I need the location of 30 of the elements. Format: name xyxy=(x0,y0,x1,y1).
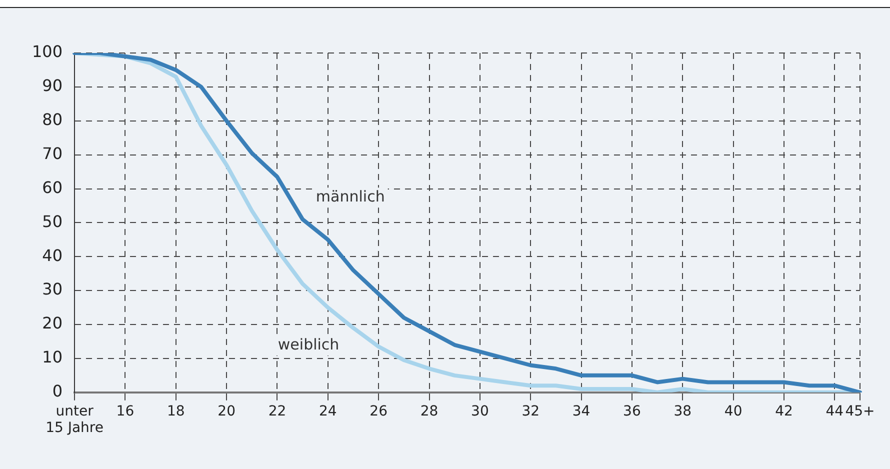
x-tick-label: 34 xyxy=(572,403,590,420)
y-tick-label: 80 xyxy=(42,110,63,130)
y-tick-label: 60 xyxy=(42,178,63,197)
x-tick-label: unter 15 Jahre xyxy=(46,403,104,436)
x-tick-label: 16 xyxy=(116,403,134,420)
x-tick-label: 45+ xyxy=(845,403,875,420)
x-tick-label: 26 xyxy=(370,403,388,420)
x-tick-label: 38 xyxy=(674,403,692,420)
x-tick-label: 36 xyxy=(623,403,641,420)
x-tick-label: 42 xyxy=(775,403,793,420)
y-tick-label: 10 xyxy=(42,348,63,367)
y-tick-label: 50 xyxy=(42,212,63,231)
x-tick-label: 44 xyxy=(826,403,844,420)
x-tick-label: 30 xyxy=(471,403,489,420)
x-tick-label: 18 xyxy=(166,403,185,420)
series-label: männlich xyxy=(316,188,385,206)
y-tick-label: 40 xyxy=(42,246,63,265)
x-tick-label: 40 xyxy=(724,403,742,420)
y-tick-label: 0 xyxy=(52,382,63,401)
series-label: weiblich xyxy=(278,335,340,354)
x-tick-label: 32 xyxy=(522,403,540,420)
y-tick-label: 100 xyxy=(32,42,63,62)
y-tick-label: 70 xyxy=(42,144,63,163)
y-tick-label: 30 xyxy=(42,280,63,299)
y-tick-label: 20 xyxy=(42,314,63,333)
x-tick-label: 28 xyxy=(420,403,438,420)
x-tick-label: 24 xyxy=(319,403,337,420)
y-tick-label: 90 xyxy=(42,76,63,96)
x-tick-label: 22 xyxy=(268,403,286,420)
x-tick-label: 20 xyxy=(218,403,236,420)
